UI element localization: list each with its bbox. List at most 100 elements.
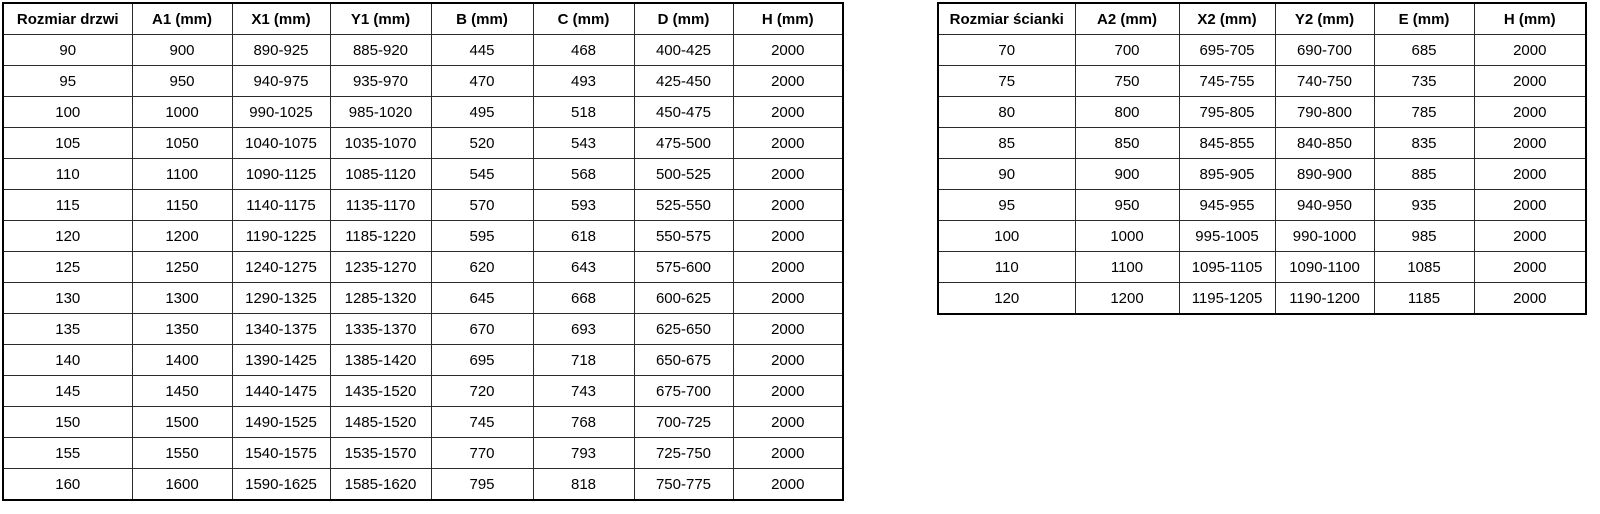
table-cell: 690-700 bbox=[1274, 34, 1375, 66]
table-cell: 1335-1370 bbox=[329, 313, 432, 345]
table-cell: 645 bbox=[430, 282, 534, 314]
table-cell: 1235-1270 bbox=[329, 251, 432, 283]
table-cell: 2000 bbox=[1473, 251, 1587, 283]
table-cell: 520 bbox=[430, 127, 534, 159]
table-cell: 100 bbox=[937, 220, 1076, 252]
table-cell: 695 bbox=[430, 344, 534, 376]
column-header: A2 (mm) bbox=[1074, 2, 1180, 35]
table-cell: 740-750 bbox=[1274, 65, 1375, 97]
table-cell: 1450 bbox=[131, 375, 233, 407]
table-cell: 2000 bbox=[732, 251, 844, 283]
table-cell: 1085-1120 bbox=[329, 158, 432, 190]
column-header: B (mm) bbox=[430, 2, 534, 35]
table-cell: 700 bbox=[1074, 34, 1180, 66]
table-cell: 950 bbox=[131, 65, 233, 97]
table-cell: 685 bbox=[1373, 34, 1475, 66]
table-cell: 1585-1620 bbox=[329, 468, 432, 501]
table-cell: 2000 bbox=[732, 127, 844, 159]
table-cell: 1240-1275 bbox=[231, 251, 331, 283]
column-header: A1 (mm) bbox=[131, 2, 233, 35]
table-cell: 1500 bbox=[131, 406, 233, 438]
table-cell: 90 bbox=[2, 34, 133, 66]
table-row: 145 1450 1440-1475 1435-1520 720 743 675-700 20… bbox=[2, 375, 844, 407]
table-cell: 2000 bbox=[732, 65, 844, 97]
table-cell: 1050 bbox=[131, 127, 233, 159]
table-row: 85 850 845-855 840-850 835 2000 bbox=[937, 127, 1587, 159]
column-header: Y1 (mm) bbox=[329, 2, 432, 35]
column-header: E (mm) bbox=[1373, 2, 1475, 35]
table-cell: 650-675 bbox=[633, 344, 734, 376]
table-cell: 1485-1520 bbox=[329, 406, 432, 438]
table-cell: 115 bbox=[2, 189, 133, 221]
table-cell: 890-900 bbox=[1274, 158, 1375, 190]
table-cell: 493 bbox=[532, 65, 635, 97]
table-cell: 1440-1475 bbox=[231, 375, 331, 407]
table-cell: 1350 bbox=[131, 313, 233, 345]
table-cell: 985-1020 bbox=[329, 96, 432, 128]
table-cell: 2000 bbox=[1473, 189, 1587, 221]
table-cell: 668 bbox=[532, 282, 635, 314]
table-cell: 600-625 bbox=[633, 282, 734, 314]
table-cell: 743 bbox=[532, 375, 635, 407]
table-cell: 70 bbox=[937, 34, 1076, 66]
table-cell: 2000 bbox=[732, 344, 844, 376]
table-cell: 160 bbox=[2, 468, 133, 501]
table-cell: 990-1025 bbox=[231, 96, 331, 128]
table-cell: 2000 bbox=[732, 468, 844, 501]
table-cell: 145 bbox=[2, 375, 133, 407]
table-cell: 835 bbox=[1373, 127, 1475, 159]
table-cell: 950 bbox=[1074, 189, 1180, 221]
header-row: Rozmiar drzwi A1 (mm) X1 (mm) Y1 (mm) B (mm)… bbox=[2, 2, 844, 35]
table-row: 105 1050 1040-1075 1035-1070 520 543 475-500 20… bbox=[2, 127, 844, 159]
table-cell: 1090-1125 bbox=[231, 158, 331, 190]
table-cell: 1185 bbox=[1373, 282, 1475, 315]
table-cell: 800 bbox=[1074, 96, 1180, 128]
table-cell: 1390-1425 bbox=[231, 344, 331, 376]
table-cell: 80 bbox=[937, 96, 1076, 128]
table-cell: 1285-1320 bbox=[329, 282, 432, 314]
table-cell: 445 bbox=[430, 34, 534, 66]
table-cell: 1150 bbox=[131, 189, 233, 221]
table-cell: 2000 bbox=[1473, 282, 1587, 315]
table-cell: 100 bbox=[2, 96, 133, 128]
table-cell: 675-700 bbox=[633, 375, 734, 407]
table-cell: 1095-1105 bbox=[1178, 251, 1276, 283]
table-row: 110 1100 1095-1105 1090-1100 1085 2000 bbox=[937, 251, 1587, 283]
table-cell: 2000 bbox=[1473, 127, 1587, 159]
table-cell: 745-755 bbox=[1178, 65, 1276, 97]
table-cell: 518 bbox=[532, 96, 635, 128]
table-row: 120 1200 1190-1225 1185-1220 595 618 550-575 20… bbox=[2, 220, 844, 252]
table-cell: 120 bbox=[937, 282, 1076, 315]
table-cell: 2000 bbox=[1473, 220, 1587, 252]
table-cell: 770 bbox=[430, 437, 534, 469]
table-cell: 790-800 bbox=[1274, 96, 1375, 128]
table-cell: 1035-1070 bbox=[329, 127, 432, 159]
table-cell: 2000 bbox=[732, 282, 844, 314]
table-row: 150 1500 1490-1525 1485-1520 745 768 700-725 20… bbox=[2, 406, 844, 438]
table-cell: 945-955 bbox=[1178, 189, 1276, 221]
table-row: 160 1600 1590-1625 1585-1620 795 818 750-775 20… bbox=[2, 468, 844, 501]
table-cell: 425-450 bbox=[633, 65, 734, 97]
table-cell: 543 bbox=[532, 127, 635, 159]
table-cell: 750-775 bbox=[633, 468, 734, 501]
table-cell: 885 bbox=[1373, 158, 1475, 190]
table-row: 135 1350 1340-1375 1335-1370 670 693 625-650 20… bbox=[2, 313, 844, 345]
table-cell: 575-600 bbox=[633, 251, 734, 283]
table-cell: 895-905 bbox=[1178, 158, 1276, 190]
table-cell: 2000 bbox=[732, 96, 844, 128]
table-row: 90 900 895-905 890-900 885 2000 bbox=[937, 158, 1587, 190]
table-cell: 1190-1200 bbox=[1274, 282, 1375, 315]
table-cell: 1340-1375 bbox=[231, 313, 331, 345]
door-size-table: Rozmiar drzwi A1 (mm) X1 (mm) Y1 (mm) B (mm)… bbox=[2, 2, 844, 501]
table-cell: 995-1005 bbox=[1178, 220, 1276, 252]
table-cell: 768 bbox=[532, 406, 635, 438]
table-row: 80 800 795-805 790-800 785 2000 bbox=[937, 96, 1587, 128]
table-cell: 2000 bbox=[1473, 96, 1587, 128]
table-cell: 470 bbox=[430, 65, 534, 97]
table-cell: 500-525 bbox=[633, 158, 734, 190]
table-cell: 2000 bbox=[732, 34, 844, 66]
table-cell: 795 bbox=[430, 468, 534, 501]
table-cell: 110 bbox=[2, 158, 133, 190]
table-cell: 495 bbox=[430, 96, 534, 128]
